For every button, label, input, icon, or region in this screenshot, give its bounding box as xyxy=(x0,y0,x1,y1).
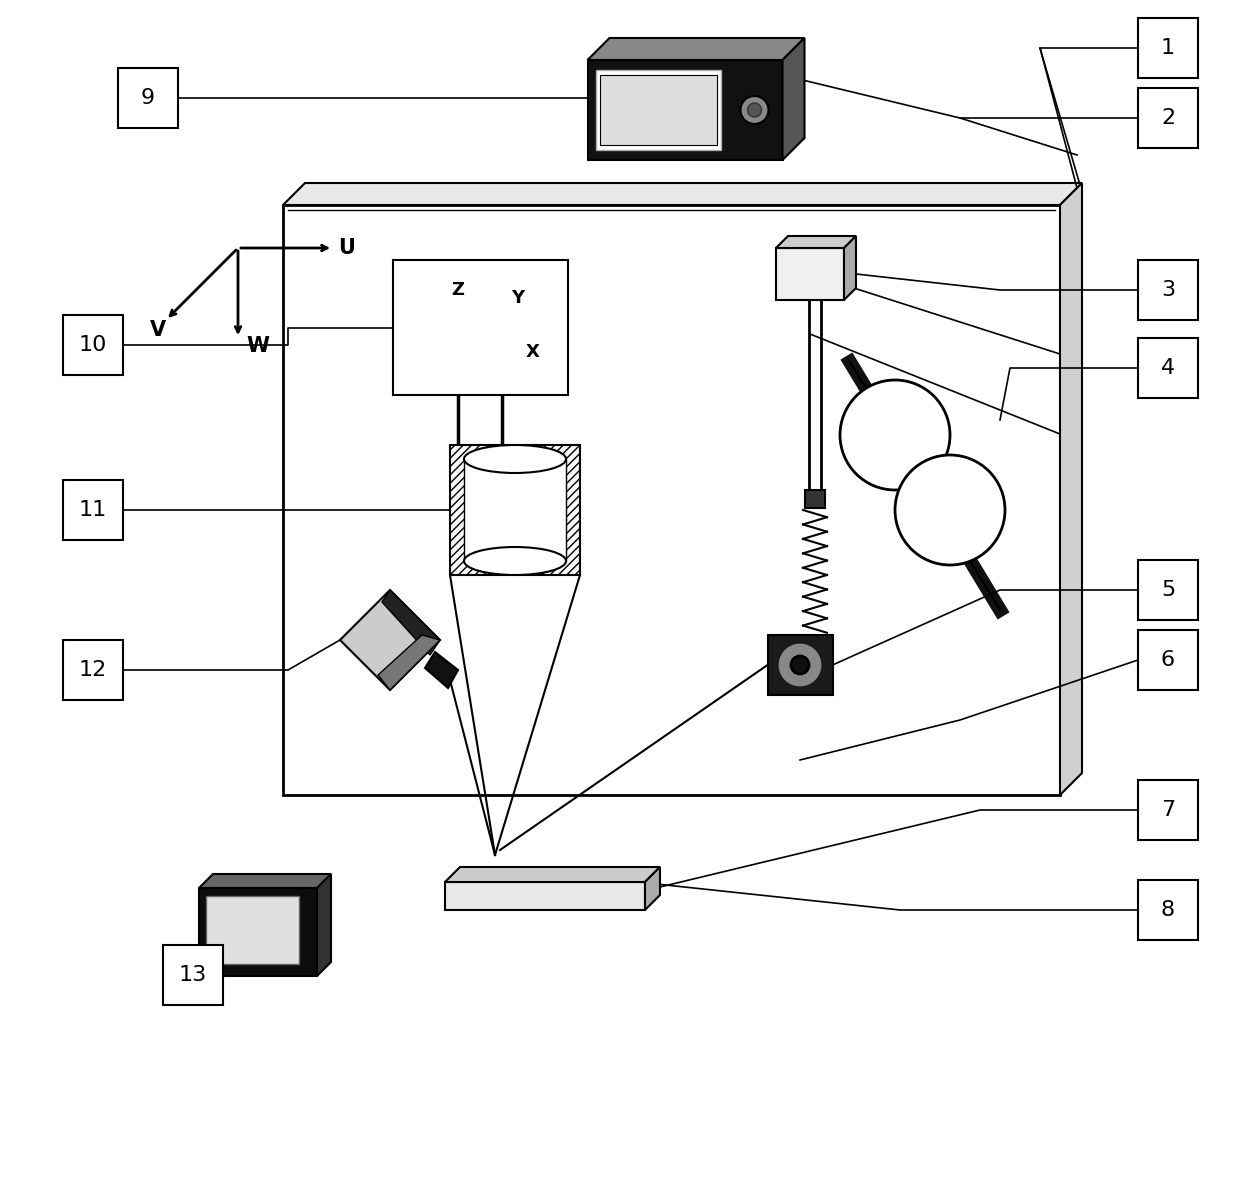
Circle shape xyxy=(740,95,769,124)
Polygon shape xyxy=(645,867,660,910)
Bar xyxy=(1138,260,1198,320)
Text: Z: Z xyxy=(451,282,464,299)
Polygon shape xyxy=(283,183,1083,205)
Bar xyxy=(63,480,123,540)
Polygon shape xyxy=(198,874,331,888)
Circle shape xyxy=(895,455,1004,565)
Text: V: V xyxy=(150,320,166,340)
Bar xyxy=(445,882,645,910)
Bar xyxy=(1138,560,1198,620)
Text: 13: 13 xyxy=(179,965,207,985)
Polygon shape xyxy=(425,653,458,688)
Text: 10: 10 xyxy=(79,335,107,356)
Bar xyxy=(599,75,717,146)
Polygon shape xyxy=(317,874,331,976)
Polygon shape xyxy=(340,591,440,690)
Text: Y: Y xyxy=(511,289,525,307)
Polygon shape xyxy=(844,236,856,299)
Polygon shape xyxy=(776,236,856,248)
Text: 9: 9 xyxy=(141,88,155,109)
Text: 2: 2 xyxy=(1161,109,1176,128)
Bar xyxy=(1138,18,1198,78)
Bar xyxy=(1138,88,1198,148)
Bar xyxy=(776,248,844,299)
Text: 3: 3 xyxy=(1161,280,1176,299)
Polygon shape xyxy=(378,635,440,690)
Bar xyxy=(63,315,123,375)
Text: X: X xyxy=(526,344,539,361)
Text: 5: 5 xyxy=(1161,580,1176,600)
Bar xyxy=(1138,630,1198,690)
Ellipse shape xyxy=(464,445,565,472)
Bar xyxy=(450,445,580,575)
Bar xyxy=(283,205,1060,795)
Text: U: U xyxy=(339,237,355,258)
Text: 1: 1 xyxy=(1161,38,1176,58)
Circle shape xyxy=(839,381,950,490)
Bar xyxy=(588,60,782,160)
Text: 8: 8 xyxy=(1161,900,1176,920)
Bar xyxy=(1138,780,1198,840)
Bar xyxy=(768,635,832,696)
Bar xyxy=(393,260,568,395)
Bar xyxy=(805,490,825,508)
Bar xyxy=(118,68,179,128)
Text: 6: 6 xyxy=(1161,650,1176,670)
Text: 4: 4 xyxy=(1161,358,1176,378)
Ellipse shape xyxy=(464,548,565,575)
Bar xyxy=(464,459,565,561)
Bar xyxy=(198,888,317,976)
Polygon shape xyxy=(1060,183,1083,795)
Circle shape xyxy=(748,103,761,117)
Text: 11: 11 xyxy=(79,500,107,520)
Text: 12: 12 xyxy=(79,660,107,680)
Bar xyxy=(1138,338,1198,398)
Bar xyxy=(595,70,720,150)
Circle shape xyxy=(791,656,808,674)
Bar xyxy=(63,639,123,700)
Bar xyxy=(206,896,299,964)
Polygon shape xyxy=(382,591,440,655)
Bar xyxy=(162,945,223,1005)
Text: W: W xyxy=(246,336,269,356)
Text: 7: 7 xyxy=(1161,801,1176,820)
Polygon shape xyxy=(782,38,805,160)
Polygon shape xyxy=(588,38,805,60)
Polygon shape xyxy=(445,867,660,882)
Circle shape xyxy=(780,645,820,685)
Bar xyxy=(1138,880,1198,940)
